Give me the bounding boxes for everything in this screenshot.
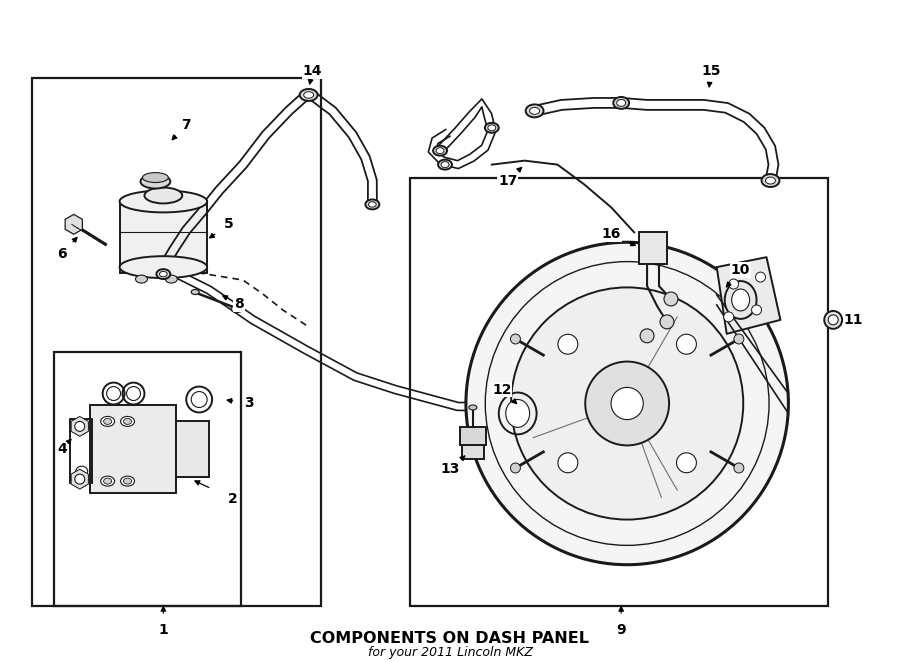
Ellipse shape [123,478,131,484]
Ellipse shape [485,123,499,133]
Ellipse shape [368,202,376,207]
Ellipse shape [433,146,447,156]
Ellipse shape [303,91,313,98]
Circle shape [677,453,697,473]
Ellipse shape [159,271,167,277]
Circle shape [466,242,788,565]
Circle shape [640,329,654,343]
Text: 3: 3 [244,397,254,410]
Ellipse shape [104,478,112,484]
Ellipse shape [191,289,199,295]
Ellipse shape [300,89,318,101]
Ellipse shape [76,466,87,476]
Text: 13: 13 [440,462,460,476]
Text: 5: 5 [224,217,234,231]
Ellipse shape [469,405,477,410]
Text: COMPONENTS ON DASH PANEL: COMPONENTS ON DASH PANEL [310,631,590,646]
Ellipse shape [144,187,183,203]
Bar [460,428,486,446]
Ellipse shape [121,476,134,486]
Bar [176,422,209,477]
Text: 11: 11 [843,313,863,327]
Ellipse shape [438,160,452,169]
Text: 15: 15 [701,64,721,78]
Ellipse shape [140,175,170,189]
Ellipse shape [761,174,779,187]
Text: 17: 17 [498,173,518,187]
Text: 12: 12 [492,383,511,397]
Text: 14: 14 [303,64,322,78]
Circle shape [677,334,697,354]
Ellipse shape [123,418,131,424]
Ellipse shape [441,162,449,167]
Ellipse shape [136,275,148,283]
Circle shape [611,387,644,420]
Text: 8: 8 [234,297,244,311]
Ellipse shape [506,399,529,428]
Ellipse shape [120,191,207,213]
Text: 4: 4 [57,442,67,456]
Ellipse shape [616,99,625,107]
Circle shape [585,361,669,446]
Ellipse shape [101,476,114,486]
Bar [462,446,484,459]
Ellipse shape [231,305,243,312]
Circle shape [558,334,578,354]
Circle shape [510,334,520,344]
Circle shape [752,305,761,315]
Ellipse shape [75,474,85,484]
Bar [32,78,320,606]
Ellipse shape [732,289,750,311]
Ellipse shape [191,391,207,408]
Circle shape [558,453,578,473]
Ellipse shape [613,97,629,109]
Ellipse shape [724,281,757,319]
Ellipse shape [75,422,85,432]
Circle shape [756,272,766,282]
Text: for your 2011 Lincoln MKZ: for your 2011 Lincoln MKZ [367,646,533,659]
Circle shape [734,334,743,344]
Ellipse shape [76,424,87,434]
Ellipse shape [157,269,170,279]
Ellipse shape [828,315,838,325]
Ellipse shape [142,173,168,183]
Circle shape [734,463,743,473]
Circle shape [660,315,674,329]
Ellipse shape [488,125,496,131]
Ellipse shape [365,199,379,209]
Polygon shape [716,257,780,334]
Circle shape [664,292,678,306]
Bar [90,406,176,493]
Text: 1: 1 [158,624,168,638]
Circle shape [511,287,743,520]
Text: 9: 9 [616,624,626,638]
Ellipse shape [529,107,540,115]
Ellipse shape [101,416,114,426]
Ellipse shape [166,275,177,283]
Text: 6: 6 [57,247,67,261]
Circle shape [510,463,520,473]
Ellipse shape [120,256,207,278]
Bar [410,177,828,606]
Bar [639,232,667,264]
Ellipse shape [121,416,134,426]
Ellipse shape [436,148,444,154]
Ellipse shape [766,177,776,184]
Ellipse shape [824,311,842,329]
Bar [120,201,207,273]
Ellipse shape [526,105,544,117]
Bar [54,352,241,606]
Circle shape [729,279,739,289]
Text: 2: 2 [229,492,238,506]
Ellipse shape [127,387,140,401]
Ellipse shape [104,418,112,424]
Text: 16: 16 [601,227,621,241]
Circle shape [724,312,733,322]
Text: 10: 10 [731,263,751,277]
Ellipse shape [106,387,121,401]
Text: 7: 7 [182,118,191,132]
